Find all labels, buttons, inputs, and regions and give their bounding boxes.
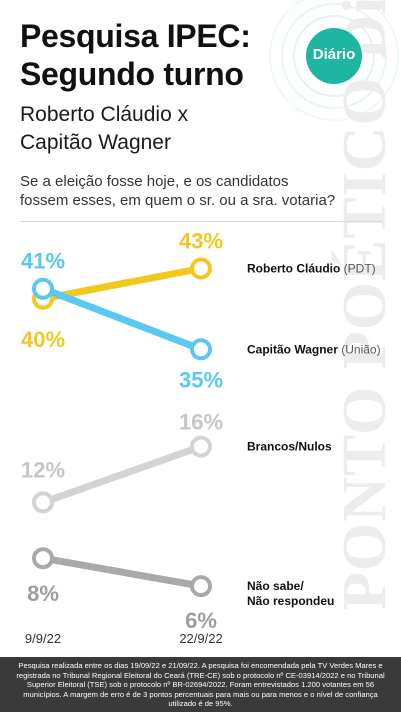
nao-sabe-point-1 [32,547,54,570]
line-chart: 40% 43% Roberto Cláudio (PDT) 41% 35% Capitão… [21,229,381,647]
nao-sabe-data-label-1: 8% [27,581,59,606]
page-title: Pesquisa IPEC: [20,18,251,54]
capitao-wagner-data-label-2: 35% [179,367,223,392]
capitao-wagner-point-1 [32,277,54,300]
roberto-claudio-legend-label: Roberto Cláudio (PDT) [247,262,376,276]
capitao-wagner-point-2 [190,338,212,361]
brancos-nulos-data-label-1: 12% [21,457,65,482]
footer: Pesquisa realizada entre os dias 19/09/2… [0,657,401,712]
nao-sabe-point-2 [190,575,212,598]
roberto-claudio-series-line [39,265,205,303]
footer-note: Pesquisa realizada entre os dias 19/09/2… [16,661,385,709]
nao-sabe-data-label-2: 6% [185,608,217,633]
brancos-nulos-series-line [39,443,205,506]
nao-sabe-legend-label: Não sabe/ [247,579,304,593]
question-line2: fossem esses, em quem o sr. ou a sra. vo… [20,192,336,209]
brancos-nulos-legend-label: Brancos/Nulos [247,440,332,454]
subtitle-line2: Capitão Wagner [20,131,171,154]
nao-sabe-legend-label-line2: Não respondeu [247,594,334,608]
capitao-wagner-data-label-1: 41% [21,249,65,274]
roberto-claudio-data-label-2: 43% [179,229,223,254]
brancos-nulos-data-label-2: 16% [179,410,223,435]
subtitle-line1: Roberto Cláudio x [20,103,189,126]
page-title-line2: Segundo turno [20,56,244,92]
logo-text: Diário [312,46,356,63]
roberto-claudio-data-label-1: 40% [21,327,65,352]
roberto-claudio-party-label: (PDT) [340,262,375,276]
capitao-wagner-party-label: (União) [338,342,381,356]
brancos-nulos-point-1 [32,491,54,514]
divider [20,221,382,222]
brancos-nulos-point-2 [190,435,212,458]
capitao-wagner-legend-label: Capitão Wagner (União) [247,342,381,356]
question-line1: Se a eleição fosse hoje, e os candidatos [20,173,289,190]
x-tick-label-2: 22/9/22 [179,631,222,646]
capitao-wagner-series-line [39,285,205,353]
x-tick-label-1: 9/9/22 [25,631,61,646]
diario-logo: Diário [306,28,362,84]
roberto-claudio-point-2 [190,257,212,280]
nao-sabe-series-line [39,554,205,590]
